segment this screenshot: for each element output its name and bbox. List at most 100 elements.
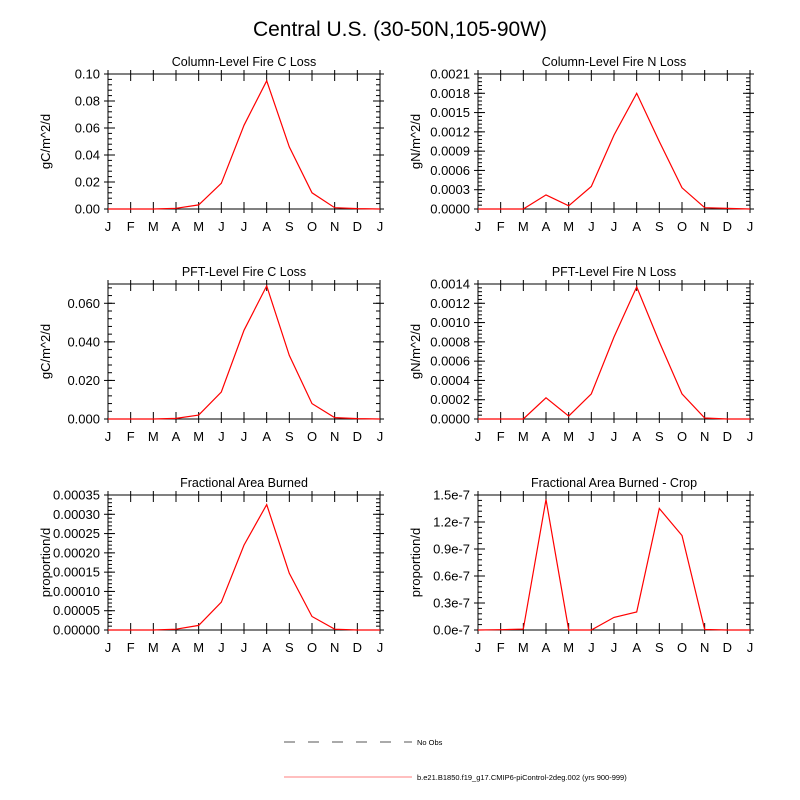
plot-frame: [107, 283, 381, 420]
y-tick-label: 0.00010: [53, 584, 100, 599]
x-tick-label: O: [677, 429, 687, 444]
plot-frame: [477, 73, 751, 210]
y-tick-label: 0.0018: [430, 86, 470, 101]
x-tick-label: O: [307, 640, 317, 655]
y-tick-label: 0.00020: [53, 545, 100, 560]
x-tick-label: A: [172, 640, 181, 655]
x-tick-label: A: [262, 640, 271, 655]
model-series-line: [478, 285, 750, 420]
y-tick-label: 0.0006: [430, 163, 470, 178]
y-tick-label: 1.2e-7: [433, 515, 470, 530]
x-tick-label: S: [285, 219, 294, 234]
plot-frame: [107, 494, 381, 631]
y-axis-label: gC/m^2/d: [38, 114, 53, 169]
legend: No Obs b.e21.B1850.f19_g17.CMIP6-piContro…: [284, 738, 627, 782]
y-tick-label: 0.10: [75, 67, 100, 82]
y-tick-label: 0.00015: [53, 565, 100, 580]
legend-model-label: b.e21.B1850.f19_g17.CMIP6-piControl-2deg…: [417, 773, 627, 782]
y-tick-label: 0.08: [75, 94, 100, 109]
x-tick-label: A: [632, 429, 641, 444]
model-series-line: [478, 91, 751, 210]
x-tick-label: A: [542, 640, 551, 655]
x-tick-label: F: [497, 429, 505, 444]
x-tick-label: S: [285, 640, 294, 655]
x-tick-label: O: [677, 640, 687, 655]
x-tick-label: D: [723, 429, 732, 444]
y-axis-label: gN/m^2/d: [408, 324, 423, 379]
y-tick-label: 0.0009: [430, 144, 470, 159]
x-tick-label: M: [563, 429, 574, 444]
x-tick-label: J: [475, 640, 482, 655]
y-tick-label: 0.0012: [430, 124, 470, 139]
panel-title: Fractional Area Burned: [180, 476, 308, 490]
panel-title: Column-Level Fire N Loss: [542, 55, 687, 69]
x-tick-label: A: [262, 219, 271, 234]
y-tick-label: 0.00035: [53, 488, 100, 503]
x-tick-label: J: [241, 429, 248, 444]
y-tick-label: 0.00000: [53, 623, 100, 638]
x-tick-label: S: [655, 219, 664, 234]
y-tick-label: 0.00030: [53, 507, 100, 522]
x-tick-label: N: [330, 219, 339, 234]
y-tick-label: 0.04: [75, 148, 100, 163]
plot-frame: [477, 494, 751, 631]
y-tick-label: 0.0015: [430, 105, 470, 120]
y-tick-label: 0.020: [67, 373, 100, 388]
x-tick-label: M: [563, 219, 574, 234]
plot-frame: [107, 73, 381, 210]
x-tick-label: J: [377, 429, 384, 444]
y-tick-label: 0.06: [75, 121, 100, 136]
x-tick-label: J: [747, 640, 754, 655]
x-tick-label: F: [127, 219, 135, 234]
y-tick-label: 0.0008: [430, 334, 470, 349]
panel-title: PFT-Level Fire N Loss: [552, 265, 676, 279]
plot-frame: [477, 283, 751, 420]
x-tick-label: N: [700, 219, 709, 234]
x-tick-label: M: [518, 429, 529, 444]
model-series-line: [108, 284, 381, 420]
y-tick-label: 0.0004: [430, 373, 470, 388]
x-tick-label: O: [677, 219, 687, 234]
x-tick-label: N: [700, 429, 709, 444]
x-tick-label: J: [218, 219, 225, 234]
y-tick-label: 0.000: [67, 412, 100, 427]
x-tick-label: J: [611, 219, 618, 234]
y-tick-label: 0.0002: [430, 392, 470, 407]
x-tick-label: J: [218, 429, 225, 444]
y-tick-label: 0.0014: [430, 277, 470, 292]
y-tick-label: 0.0010: [430, 315, 470, 330]
model-series-line: [108, 79, 381, 210]
x-tick-label: A: [632, 219, 641, 234]
model-series-line: [477, 499, 750, 631]
x-tick-label: S: [655, 429, 664, 444]
panel-title: PFT-Level Fire C Loss: [182, 265, 306, 279]
y-axis-label: proportion/d: [38, 528, 53, 597]
y-axis-label: gN/m^2/d: [408, 114, 423, 169]
y-axis-label: gC/m^2/d: [38, 324, 53, 379]
panel-title: Fractional Area Burned - Crop: [531, 476, 697, 490]
x-tick-label: D: [353, 640, 362, 655]
y-tick-label: 0.040: [67, 334, 100, 349]
y-axis-label: proportion/d: [408, 528, 423, 597]
x-tick-label: A: [542, 219, 551, 234]
x-tick-label: O: [307, 429, 317, 444]
y-tick-label: 0.0e-7: [433, 623, 470, 638]
x-tick-label: F: [497, 640, 505, 655]
x-tick-label: N: [330, 640, 339, 655]
x-tick-label: J: [105, 429, 112, 444]
panel-6: Fractional Area Burned - Crop proportion/…: [408, 476, 754, 655]
x-tick-label: J: [241, 640, 248, 655]
x-tick-label: J: [241, 219, 248, 234]
x-tick-label: J: [105, 219, 112, 234]
x-tick-label: J: [611, 429, 618, 444]
x-tick-label: A: [172, 219, 181, 234]
x-tick-label: D: [723, 640, 732, 655]
x-tick-label: M: [518, 640, 529, 655]
y-tick-label: 0.00: [75, 202, 100, 217]
y-tick-label: 1.5e-7: [433, 488, 470, 503]
y-tick-label: 0.00005: [53, 603, 100, 618]
